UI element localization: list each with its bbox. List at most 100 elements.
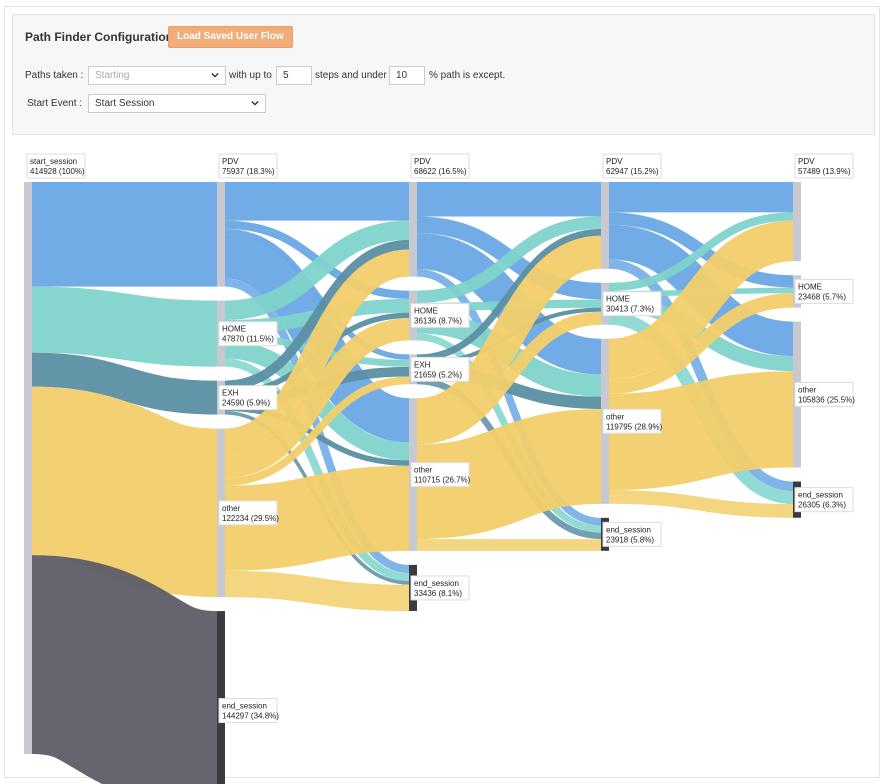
flow-link[interactable] xyxy=(224,239,410,391)
flow-link[interactable] xyxy=(608,212,794,292)
flow-link[interactable] xyxy=(29,386,220,598)
flow-link[interactable] xyxy=(224,376,410,486)
node-name: end_session xyxy=(414,579,459,588)
node-label-bg xyxy=(218,500,278,526)
flow-link[interactable] xyxy=(608,490,794,518)
paths-taken-value: Starting xyxy=(95,70,130,81)
node-name: PDV xyxy=(414,157,431,166)
node-name: EXH xyxy=(414,360,431,369)
node-value: 75937 (18.3%) xyxy=(222,167,275,176)
node-value: 68622 (16.5%) xyxy=(414,167,467,176)
steps-and-under-label: steps and under xyxy=(315,70,387,81)
node-label-bg xyxy=(218,698,278,724)
load-saved-user-flow-button[interactable]: Load Saved User Flow xyxy=(168,26,293,48)
node-value: 33436 (8.1%) xyxy=(414,589,462,598)
links-group xyxy=(28,181,795,784)
flow-link[interactable] xyxy=(416,216,602,304)
flow-link[interactable] xyxy=(416,311,602,445)
percent-input[interactable]: 10 xyxy=(389,66,425,85)
node-label-bg xyxy=(218,385,278,411)
node-name: EXH xyxy=(222,389,239,398)
node-value: 62947 (15.2%) xyxy=(606,167,659,176)
node-value: 105836 (25.5%) xyxy=(798,396,855,405)
flow-link[interactable] xyxy=(415,235,603,432)
flow-link[interactable] xyxy=(224,228,410,360)
node-label-bg xyxy=(602,408,662,434)
node-name: other xyxy=(222,504,241,513)
node-value: 122234 (29.5%) xyxy=(222,514,279,523)
config-panel: Path Finder Configuration Load Saved Use… xyxy=(12,14,875,135)
config-title: Path Finder Configuration xyxy=(25,30,173,44)
node-value: 47870 (11.5%) xyxy=(222,335,274,344)
flow-link[interactable] xyxy=(416,268,602,526)
node-value: 24590 (5.9%) xyxy=(222,399,270,408)
node-value: 57489 (13.9%) xyxy=(798,167,851,176)
node-value: 36136 (8.7%) xyxy=(414,317,462,326)
node-bar-PDV[interactable] xyxy=(601,182,609,269)
node-bar-PDV[interactable] xyxy=(409,182,417,277)
node-value: 414928 (100%) xyxy=(30,167,85,176)
flow-link[interactable] xyxy=(224,318,410,478)
node-label-bg xyxy=(410,356,470,382)
node-name: other xyxy=(414,466,433,475)
flow-link[interactable] xyxy=(31,286,218,367)
node-name: other xyxy=(606,412,625,421)
node-name: end_session xyxy=(606,525,651,534)
node-name: HOME xyxy=(606,295,630,304)
flow-link[interactable] xyxy=(224,465,410,571)
flow-link[interactable] xyxy=(608,371,794,491)
node-bar-start-session[interactable] xyxy=(24,182,32,754)
percent-suffix-label: % path is except. xyxy=(429,70,506,81)
node-bar-end-session[interactable] xyxy=(217,611,225,784)
paths-taken-label: Paths taken : xyxy=(25,70,84,81)
node-name: HOME xyxy=(222,325,246,334)
node-name: PDV xyxy=(606,157,623,166)
flow-link[interactable] xyxy=(223,249,411,456)
node-name: end_session xyxy=(222,702,267,711)
chevron-down-icon xyxy=(211,72,219,78)
paths-taken-select[interactable]: Starting xyxy=(88,66,226,85)
flow-link[interactable] xyxy=(416,409,602,540)
flow-link[interactable] xyxy=(224,570,410,612)
node-value: 144297 (34.8%) xyxy=(222,712,279,721)
flow-link[interactable] xyxy=(608,293,794,394)
node-label-bg xyxy=(794,278,854,304)
with-up-to-label: with up to xyxy=(229,70,272,81)
node-label-bg xyxy=(26,153,86,179)
node-label-bg xyxy=(410,303,470,329)
node-bar-PDV[interactable] xyxy=(217,182,225,287)
node-label-bg xyxy=(602,521,662,547)
node-label-bg xyxy=(602,153,662,179)
node-label-bg xyxy=(410,575,470,601)
flow-link[interactable] xyxy=(224,220,410,320)
flow-link[interactable] xyxy=(608,259,794,492)
flow-link[interactable] xyxy=(28,555,221,784)
node-label-bg xyxy=(794,153,854,179)
node-bar-PDV[interactable] xyxy=(793,182,801,262)
node-value: 21659 (5.2%) xyxy=(414,370,462,379)
node-value: 23468 (5.7%) xyxy=(798,292,846,301)
node-name: start_session xyxy=(30,157,77,166)
node-name: end_session xyxy=(798,491,843,500)
flow-link[interactable] xyxy=(31,352,218,415)
node-name: PDV xyxy=(798,157,815,166)
start-event-value: Start Session xyxy=(95,98,155,109)
flow-link[interactable] xyxy=(416,228,602,362)
steps-input[interactable]: 5 xyxy=(276,66,312,85)
start-event-select[interactable]: Start Session xyxy=(88,94,266,113)
node-label-bg xyxy=(794,382,854,408)
flow-link[interactable] xyxy=(607,220,795,380)
